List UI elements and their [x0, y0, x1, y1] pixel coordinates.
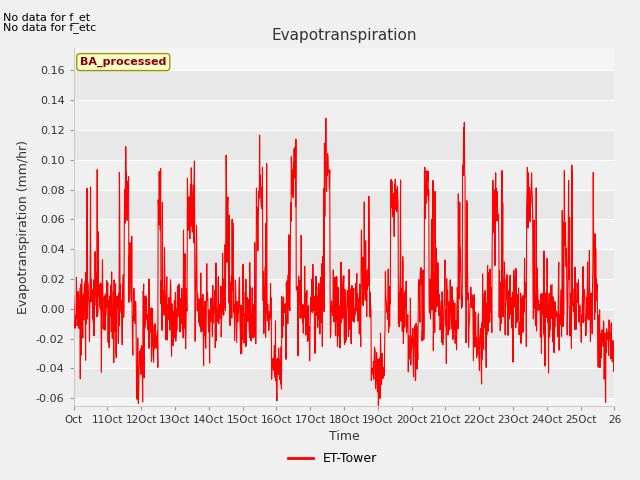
- Bar: [74, 71, 614, 100]
- Y-axis label: Evapotranspiration (mm/hr): Evapotranspiration (mm/hr): [17, 140, 30, 314]
- Bar: [74, 279, 614, 309]
- Bar: [74, 160, 614, 190]
- Legend: ET-Tower: ET-Tower: [283, 447, 383, 470]
- Bar: [74, 100, 614, 130]
- Bar: [74, 190, 614, 219]
- Bar: [74, 338, 614, 368]
- Text: BA_processed: BA_processed: [80, 57, 166, 67]
- Text: No data for f_et: No data for f_et: [3, 12, 90, 23]
- X-axis label: Time: Time: [328, 430, 360, 443]
- Title: Evapotranspiration: Evapotranspiration: [271, 28, 417, 43]
- Text: No data for f_etc: No data for f_etc: [3, 23, 97, 34]
- Bar: [74, 249, 614, 279]
- Bar: [74, 309, 614, 338]
- Bar: [74, 368, 614, 398]
- Bar: [74, 219, 614, 249]
- Bar: [74, 130, 614, 160]
